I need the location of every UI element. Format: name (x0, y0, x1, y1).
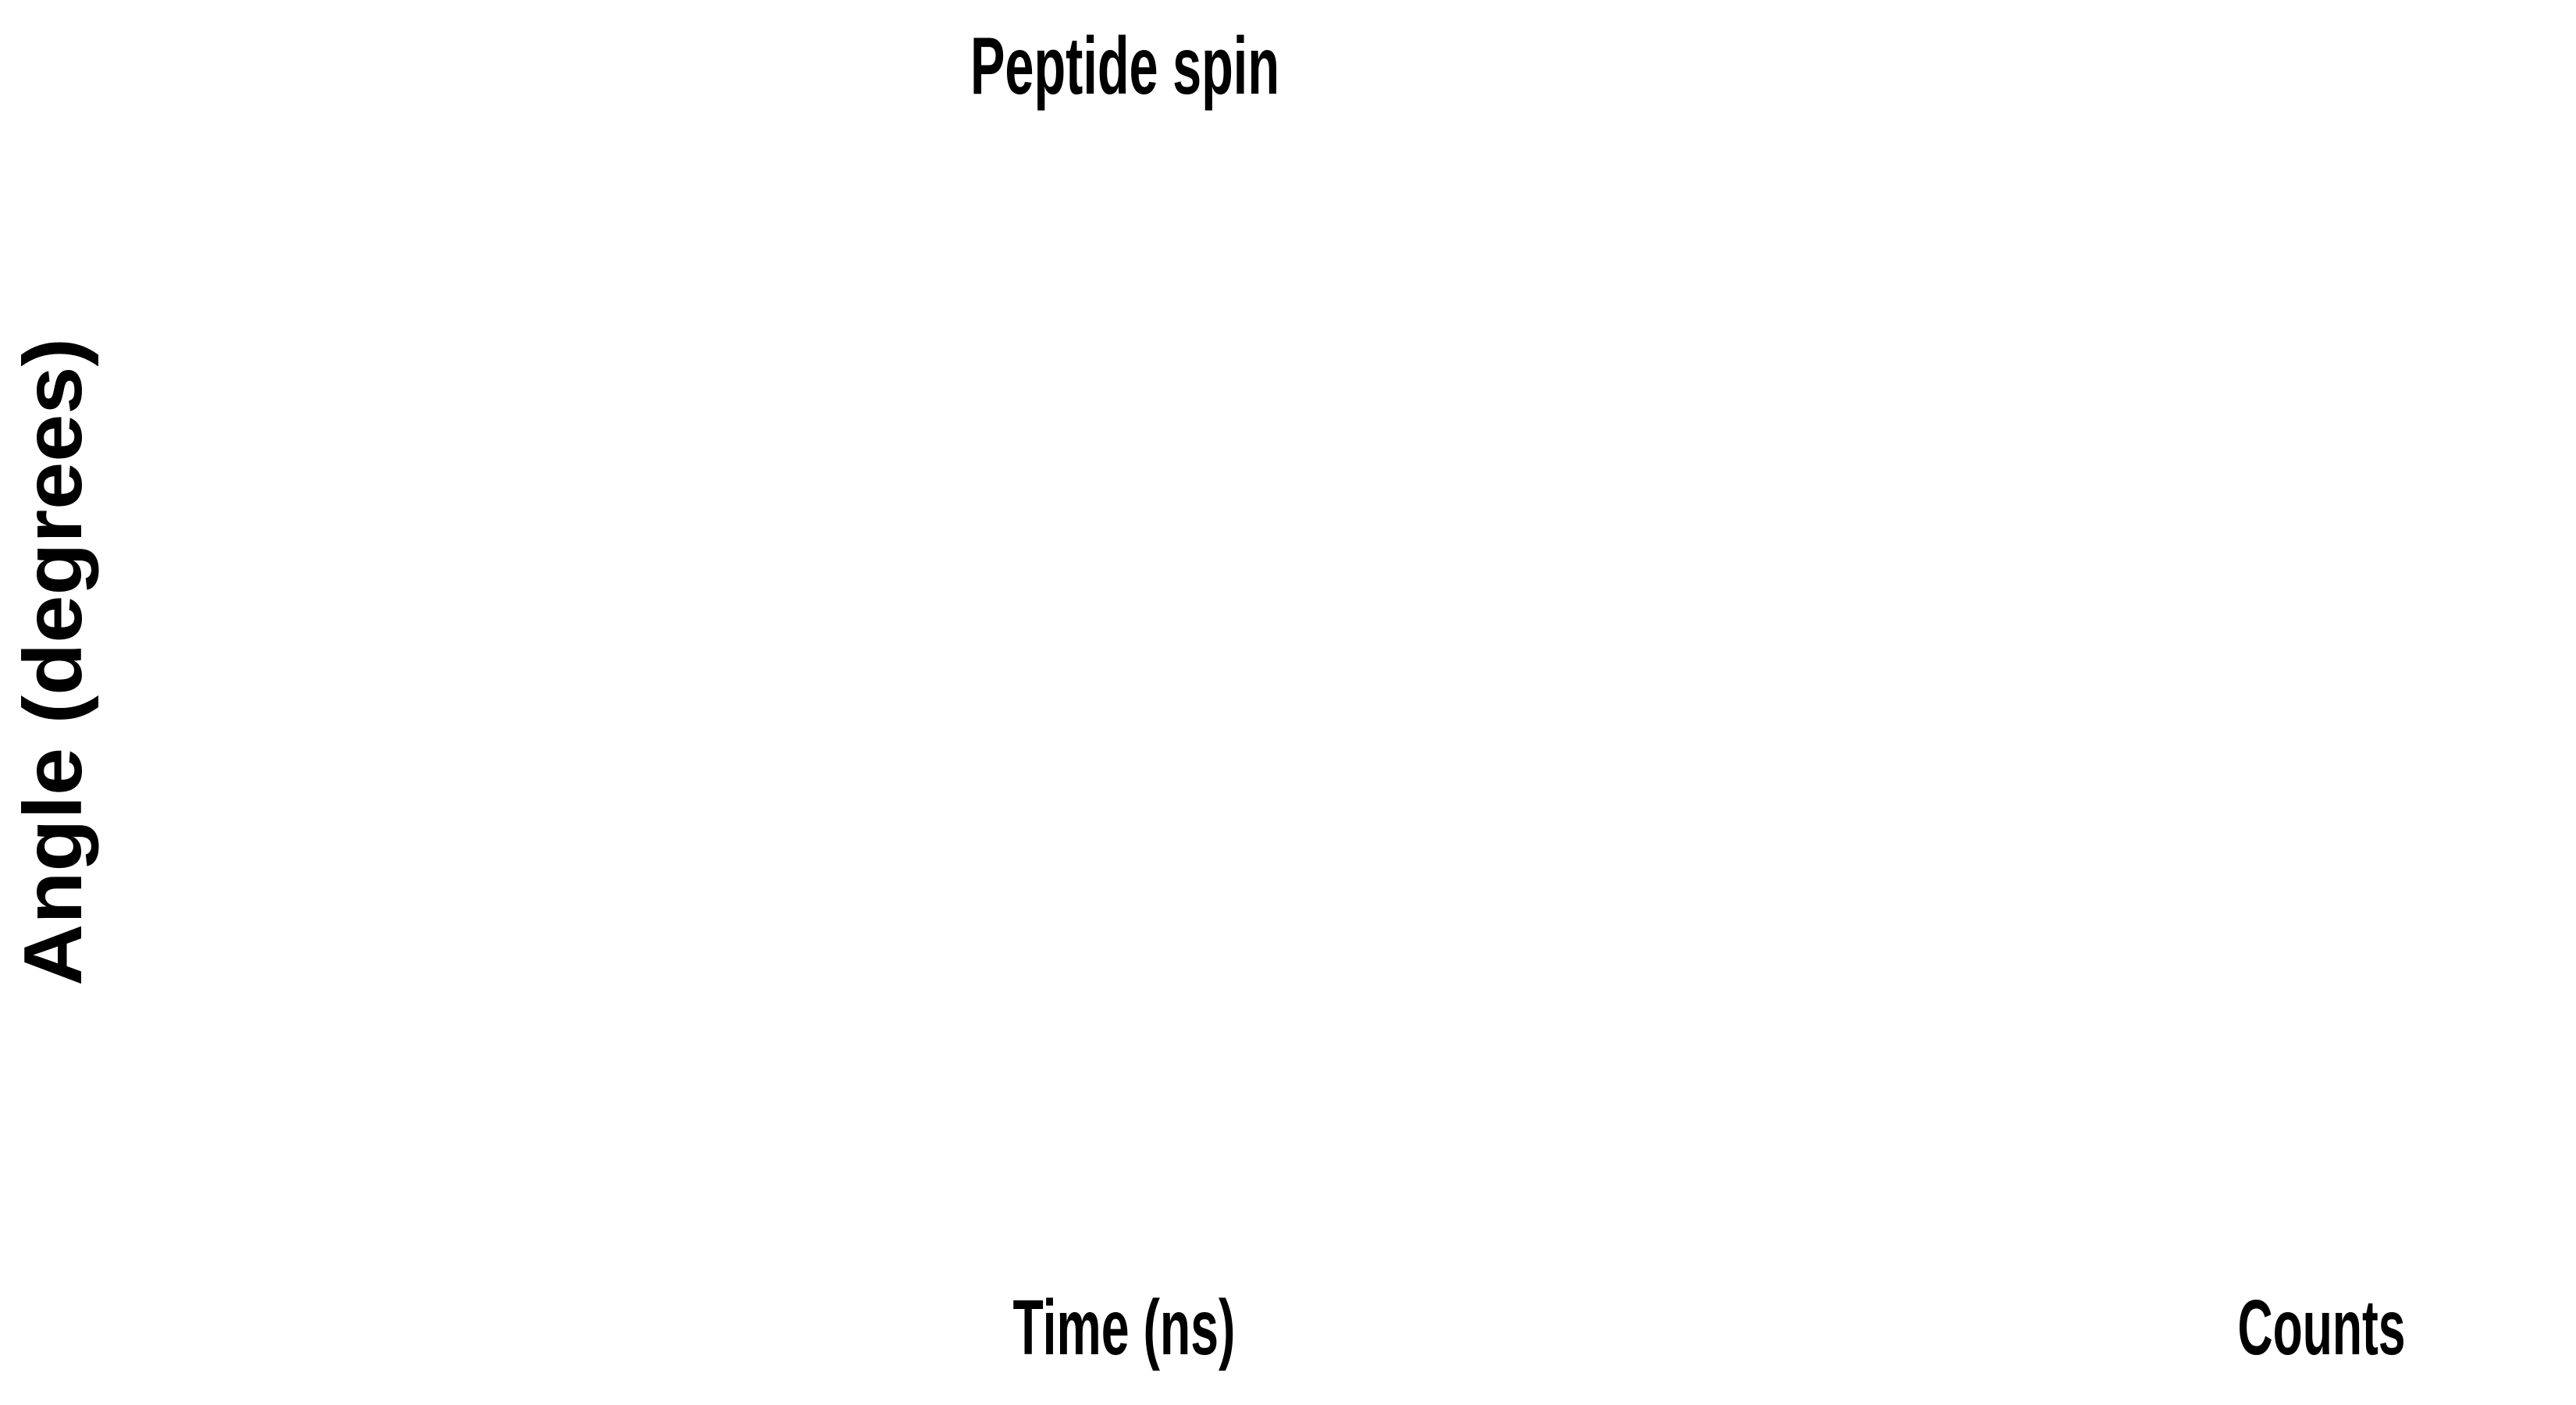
x-axis-label: Time (ns) (1013, 1284, 1236, 1371)
hist-x-axis-label: Counts (2238, 1284, 2406, 1371)
y-axis-label: Angle (degrees) (7, 338, 99, 986)
chart-title: Peptide spin (970, 21, 1279, 112)
